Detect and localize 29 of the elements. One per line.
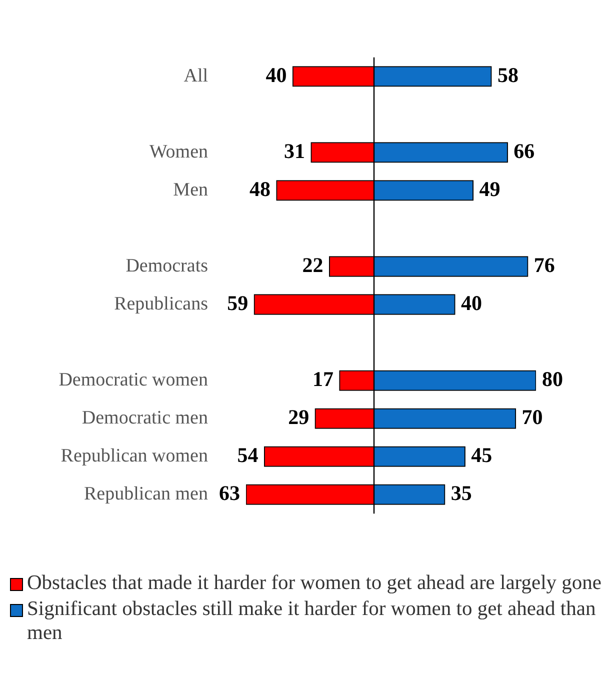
y-tick-label: All: [184, 65, 208, 86]
data-label: 80: [542, 366, 563, 391]
data-label: 54: [237, 442, 259, 467]
data-label: 22: [302, 252, 324, 277]
data-label: 17: [312, 366, 334, 391]
data-label: 63: [219, 481, 240, 506]
data-label: 58: [497, 62, 518, 87]
y-tick-label: Democratic women: [58, 370, 208, 391]
y-tick-label: Democrats: [126, 255, 208, 276]
data-label: 70: [522, 404, 543, 429]
data-label: 49: [479, 176, 500, 201]
data-label: 66: [514, 138, 535, 163]
legend-label: Significant obstacles still make it harder for women to get ahead than men: [27, 597, 597, 645]
y-tick-label: Republicans: [114, 293, 208, 314]
y-tick-label: Democratic men: [82, 408, 208, 429]
data-label: 29: [288, 404, 310, 429]
data-label: 40: [461, 290, 482, 315]
y-tick-label: Republican men: [84, 484, 208, 505]
y-tick-label: Men: [173, 179, 208, 200]
data-label: 48: [249, 176, 270, 201]
y-tick-label: Women: [149, 141, 208, 162]
y-tick-label: Republican women: [60, 446, 208, 467]
data-label: 76: [534, 252, 555, 277]
data-label: 35: [450, 481, 472, 506]
data-label: 59: [227, 290, 248, 315]
data-label: 45: [471, 442, 492, 467]
legend-label: Obstacles that made it harder for women to get ahead are largely gone: [27, 571, 602, 595]
data-label: 31: [284, 138, 306, 163]
data-label: 40: [266, 62, 287, 87]
